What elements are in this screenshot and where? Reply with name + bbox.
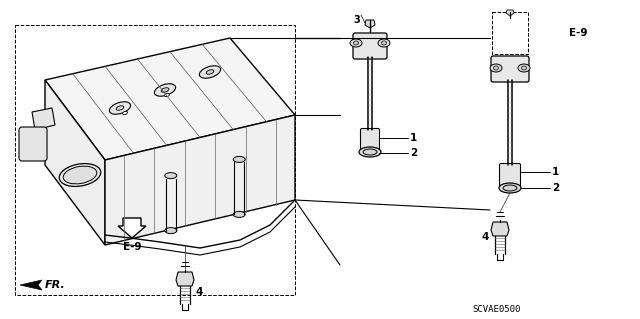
Ellipse shape <box>161 88 169 92</box>
Ellipse shape <box>503 185 517 191</box>
Polygon shape <box>491 222 509 236</box>
Ellipse shape <box>363 149 377 155</box>
Text: 1: 1 <box>410 133 417 143</box>
Ellipse shape <box>165 173 177 179</box>
Ellipse shape <box>63 166 97 184</box>
FancyBboxPatch shape <box>360 129 380 152</box>
Polygon shape <box>45 80 105 245</box>
Ellipse shape <box>350 39 362 47</box>
Ellipse shape <box>109 102 131 114</box>
Ellipse shape <box>200 66 221 78</box>
Polygon shape <box>176 272 194 286</box>
FancyBboxPatch shape <box>353 33 387 59</box>
Ellipse shape <box>206 70 214 74</box>
Ellipse shape <box>353 41 358 45</box>
Polygon shape <box>118 218 146 238</box>
Ellipse shape <box>381 41 387 45</box>
Ellipse shape <box>116 106 124 110</box>
FancyBboxPatch shape <box>499 164 520 189</box>
Ellipse shape <box>493 66 499 70</box>
Ellipse shape <box>233 211 245 218</box>
Ellipse shape <box>123 111 127 115</box>
Text: E-9: E-9 <box>123 242 141 252</box>
Ellipse shape <box>154 84 175 96</box>
Text: 1: 1 <box>552 167 559 177</box>
Ellipse shape <box>499 183 521 193</box>
Text: 2: 2 <box>552 183 559 193</box>
Ellipse shape <box>522 66 527 70</box>
Text: 4: 4 <box>482 232 490 242</box>
Polygon shape <box>365 20 375 28</box>
Ellipse shape <box>233 156 245 162</box>
Ellipse shape <box>164 93 170 97</box>
Polygon shape <box>20 280 42 290</box>
Polygon shape <box>32 108 55 130</box>
Ellipse shape <box>490 64 502 72</box>
FancyBboxPatch shape <box>491 56 529 82</box>
Text: 3: 3 <box>353 15 360 25</box>
Ellipse shape <box>60 164 100 186</box>
Polygon shape <box>105 115 295 245</box>
Text: SCVAE0500: SCVAE0500 <box>472 305 520 314</box>
Text: FR.: FR. <box>45 280 66 290</box>
Ellipse shape <box>378 39 390 47</box>
Text: 4: 4 <box>195 287 202 297</box>
Ellipse shape <box>165 227 177 234</box>
Polygon shape <box>45 38 295 160</box>
Text: E-9: E-9 <box>569 28 588 38</box>
Text: 2: 2 <box>410 148 417 158</box>
Ellipse shape <box>518 64 530 72</box>
Ellipse shape <box>359 147 381 157</box>
Polygon shape <box>506 10 514 16</box>
FancyBboxPatch shape <box>19 127 47 161</box>
